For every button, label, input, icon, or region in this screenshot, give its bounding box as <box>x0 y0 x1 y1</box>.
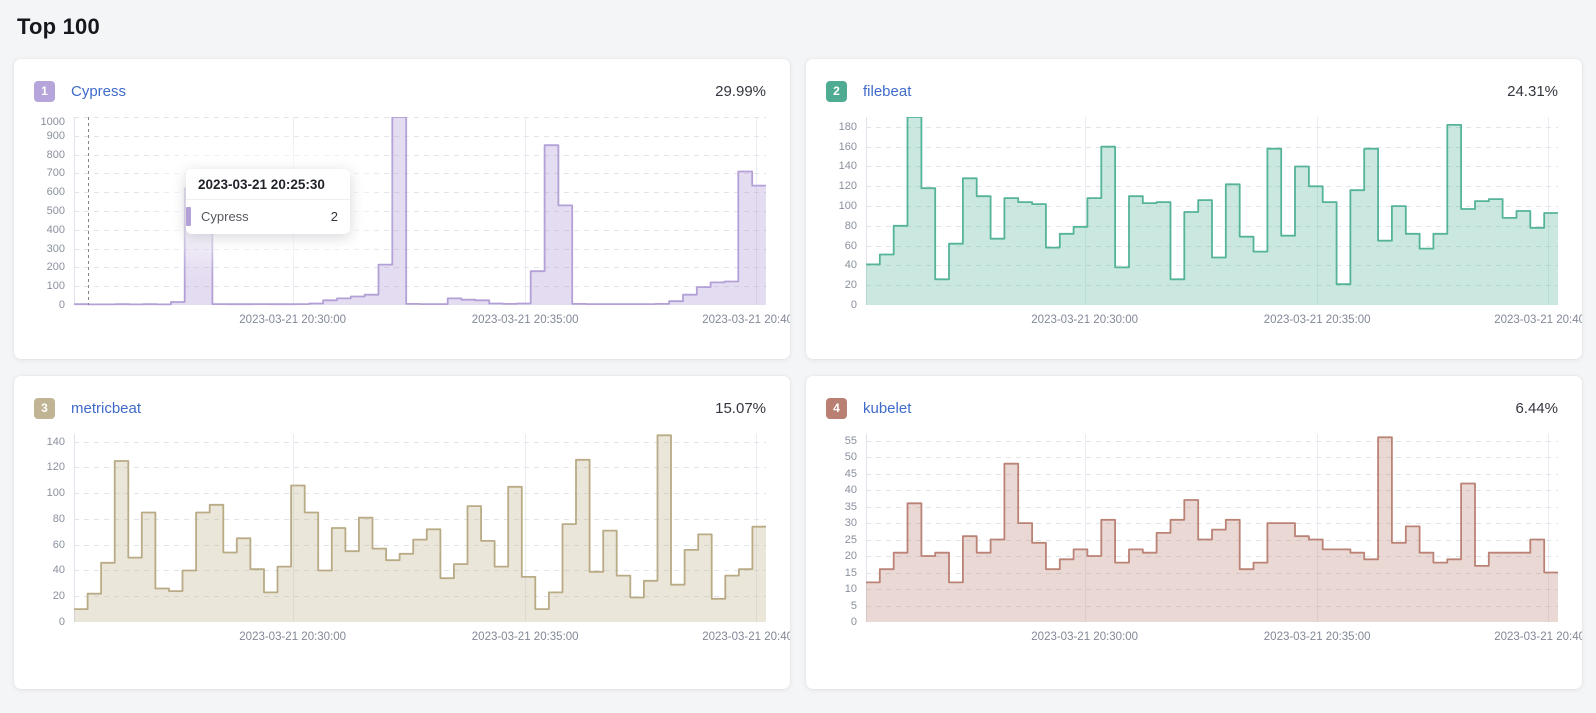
y-tick-label: 80 <box>844 219 857 232</box>
y-tick-label: 55 <box>844 434 857 447</box>
metric-card-metricbeat: 3 metricbeat 15.07% 0 20 40 60 80 100 120 140 20… <box>14 376 790 689</box>
y-tick-label: 700 <box>46 167 65 180</box>
y-tick-label: 20 <box>844 550 857 563</box>
percent-value: 24.31% <box>1507 82 1558 100</box>
x-tick-label: 2023-03-21 20:35:00 <box>1263 631 1371 643</box>
chart-kubelet[interactable]: 0 5 10 15 20 25 30 35 40 45 50 55 2023-03-21 20:30:0… <box>826 434 1582 650</box>
y-tick-label: 35 <box>844 500 857 513</box>
tooltip-value: 2 <box>330 209 338 224</box>
y-tick-label: 30 <box>844 517 857 530</box>
rank-badge: 2 <box>826 80 847 102</box>
y-tick-label: 0 <box>58 299 65 311</box>
y-tick-label: 800 <box>46 148 65 161</box>
series-link-metricbeat[interactable]: metricbeat <box>71 399 142 417</box>
card-header: 1 Cypress 29.99% <box>34 80 766 102</box>
x-tick-label: 2023-03-21 20:30:00 <box>1031 314 1139 326</box>
y-tick-label: 500 <box>46 205 65 217</box>
y-tick-label: 120 <box>46 461 65 474</box>
y-tick-label: 60 <box>52 538 65 551</box>
y-tick-label: 140 <box>838 160 857 173</box>
y-tick-label: 300 <box>46 242 65 255</box>
percent-value: 29.99% <box>715 82 766 100</box>
y-tick-label: 15 <box>844 566 857 579</box>
y-tick-label: 5 <box>850 599 857 612</box>
chart-svg <box>866 117 1558 305</box>
y-tick-label: 25 <box>844 533 857 546</box>
tooltip-timestamp: 2023-03-21 20:25:30 <box>186 169 350 200</box>
rank-badge: 1 <box>34 80 55 102</box>
y-tick-label: 80 <box>52 512 65 525</box>
y-tick-label: 50 <box>844 451 857 464</box>
y-tick-label: 40 <box>52 564 65 577</box>
chart-svg <box>74 117 766 306</box>
y-tick-label: 200 <box>46 261 65 274</box>
y-tick-label: 20 <box>52 590 65 603</box>
x-tick-label: 2023-03-21 20:40:00 <box>702 631 790 643</box>
y-tick-label: 120 <box>838 180 857 193</box>
y-tick-label: 900 <box>46 129 65 142</box>
chart-svg <box>74 434 766 622</box>
percent-value: 15.07% <box>715 399 766 417</box>
plot-area[interactable]: 2023-03-21 20:30:00 2023-03-21 20:35:00 20… <box>74 117 790 326</box>
y-tick-label: 10 <box>844 583 857 596</box>
y-tick-label: 45 <box>844 467 857 480</box>
card-header: 3 metricbeat 15.07% <box>34 397 766 419</box>
x-tick-label: 2023-03-21 20:35:00 <box>471 631 579 643</box>
dashboard-page: Top 100 1 Cypress 29.99% 0 100 200 300 400 50… <box>14 14 1582 689</box>
plot-area[interactable]: 2023-03-21 20:30:00 2023-03-21 20:35:00 20… <box>866 434 1582 643</box>
card-header: 4 kubelet 6.44% <box>826 397 1558 419</box>
y-tick-label: 400 <box>46 223 65 236</box>
x-tick-label: 2023-03-21 20:40:00 <box>1494 314 1582 326</box>
y-tick-label: 600 <box>46 186 65 199</box>
y-axis-labels: 0 20 40 60 80 100 120 140 <box>34 434 74 650</box>
page-title: Top 100 <box>17 14 100 39</box>
series-link-filebeat[interactable]: filebeat <box>863 82 912 100</box>
metric-card-kubelet: 4 kubelet 6.44% 0 5 10 15 20 25 30 35 40 45 50 55 20… <box>806 376 1582 689</box>
y-tick-label: 1000 <box>40 116 65 128</box>
y-tick-label: 160 <box>838 140 857 153</box>
x-tick-label: 2023-03-21 20:30:00 <box>239 631 347 643</box>
y-tick-label: 0 <box>850 616 857 628</box>
y-tick-label: 100 <box>838 200 857 213</box>
rank-badge: 3 <box>34 397 55 419</box>
y-tick-label: 100 <box>46 487 65 500</box>
y-tick-label: 40 <box>844 484 857 497</box>
tooltip-series-name: Cypress <box>201 209 249 224</box>
chart-metricbeat[interactable]: 0 20 40 60 80 100 120 140 2023-03-21 20:30:00 202… <box>34 434 790 650</box>
tooltip-row: Cypress 2 <box>186 200 350 234</box>
percent-value: 6.44% <box>1515 399 1558 417</box>
card-header: 2 filebeat 24.31% <box>826 80 1558 102</box>
y-axis-labels: 0 100 200 300 400 500 600 700 800 900 1000 <box>34 116 74 333</box>
y-tick-label: 100 <box>46 280 65 293</box>
chart-cypress[interactable]: 0 100 200 300 400 500 600 700 800 900 1000 2023-03-… <box>34 116 790 333</box>
y-tick-label: 140 <box>46 435 65 448</box>
y-tick-label: 0 <box>850 299 857 311</box>
y-axis-labels: 0 5 10 15 20 25 30 35 40 45 50 55 <box>826 434 866 650</box>
rank-badge: 4 <box>826 397 847 419</box>
plot-area[interactable]: 2023-03-21 20:30:00 2023-03-21 20:35:00 20… <box>866 117 1582 326</box>
y-tick-label: 20 <box>844 279 857 292</box>
y-axis-labels: 0 20 40 60 80 100 120 140 160 180 <box>826 117 866 333</box>
y-tick-label: 60 <box>844 239 857 252</box>
x-tick-label: 2023-03-21 20:35:00 <box>471 314 579 326</box>
series-link-kubelet[interactable]: kubelet <box>863 399 912 417</box>
x-tick-label: 2023-03-21 20:30:00 <box>239 314 347 326</box>
metric-card-cypress: 1 Cypress 29.99% 0 100 200 300 400 500 600 700 8… <box>14 59 790 359</box>
x-tick-label: 2023-03-21 20:30:00 <box>1031 631 1139 643</box>
series-link-cypress[interactable]: Cypress <box>71 82 127 100</box>
y-tick-label: 0 <box>58 616 65 628</box>
series-marker-icon <box>186 207 191 226</box>
y-tick-label: 180 <box>838 120 857 133</box>
y-tick-label: 40 <box>844 259 857 272</box>
chart-filebeat[interactable]: 0 20 40 60 80 100 120 140 160 180 2023-03-21 20:30… <box>826 117 1582 333</box>
plot-area[interactable]: 2023-03-21 20:30:00 2023-03-21 20:35:00 20… <box>74 434 790 643</box>
chart-tooltip: 2023-03-21 20:25:30 Cypress 2 <box>186 169 350 234</box>
chart-svg <box>866 434 1558 622</box>
x-tick-label: 2023-03-21 20:40:00 <box>1494 631 1582 643</box>
x-tick-label: 2023-03-21 20:35:00 <box>1263 314 1371 326</box>
cards-grid: 1 Cypress 29.99% 0 100 200 300 400 500 600 700 8… <box>14 59 1582 689</box>
x-tick-label: 2023-03-21 20:40:00 <box>702 314 790 326</box>
metric-card-filebeat: 2 filebeat 24.31% 0 20 40 60 80 100 120 140 160 1… <box>806 59 1582 359</box>
